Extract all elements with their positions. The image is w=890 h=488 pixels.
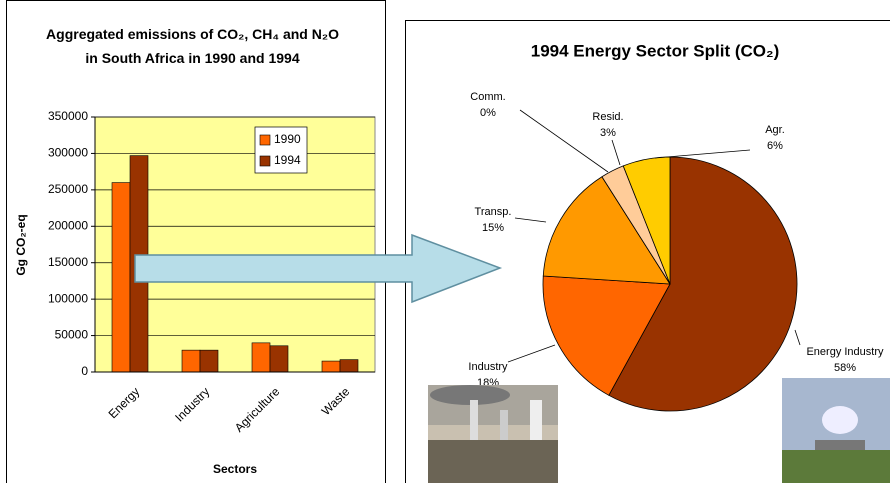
y-tick-label: 350000 bbox=[48, 109, 88, 123]
legend-label: 1990 bbox=[274, 132, 301, 146]
slice-label: Comm. bbox=[470, 91, 505, 103]
slice-label: Industry bbox=[468, 361, 508, 373]
legend-swatch bbox=[260, 135, 270, 145]
photo-left bbox=[428, 385, 558, 483]
photo-right bbox=[782, 378, 890, 483]
x-axis-label: Sectors bbox=[213, 462, 257, 476]
slice-label: Transp. bbox=[475, 206, 512, 218]
y-tick-label: 250000 bbox=[48, 182, 88, 196]
slice-label: Resid. bbox=[592, 111, 623, 123]
pie-title: 1994 Energy Sector Split (CO₂) bbox=[531, 41, 779, 60]
slice-value-label: 58% bbox=[834, 362, 856, 374]
slice-value-label: 6% bbox=[767, 140, 783, 152]
y-tick-label: 300000 bbox=[48, 146, 88, 160]
bar bbox=[270, 346, 288, 372]
legend-label: 1994 bbox=[274, 153, 301, 167]
slice-label: Agr. bbox=[765, 124, 785, 136]
slice-label: Energy Industry bbox=[806, 346, 884, 358]
y-tick-label: 50000 bbox=[55, 328, 89, 342]
slice-value-label: 0% bbox=[480, 107, 496, 119]
bar bbox=[252, 343, 270, 372]
y-tick-label: 100000 bbox=[48, 291, 88, 305]
legend-swatch bbox=[260, 156, 270, 166]
y-tick-label: 150000 bbox=[48, 255, 88, 269]
bar-chart-title: Aggregated emissions of CO₂, CH₄ and N₂O… bbox=[40, 22, 345, 70]
y-tick-label: 200000 bbox=[48, 218, 88, 232]
slice-value-label: 15% bbox=[482, 222, 504, 234]
y-tick-label: 0 bbox=[81, 364, 88, 378]
bar bbox=[340, 360, 358, 372]
bar bbox=[322, 361, 340, 372]
y-axis-label: Gg CO₂-eq bbox=[14, 214, 28, 275]
bar bbox=[112, 183, 130, 372]
bar bbox=[200, 350, 218, 372]
slice-value-label: 3% bbox=[600, 127, 616, 139]
bar bbox=[182, 350, 200, 372]
